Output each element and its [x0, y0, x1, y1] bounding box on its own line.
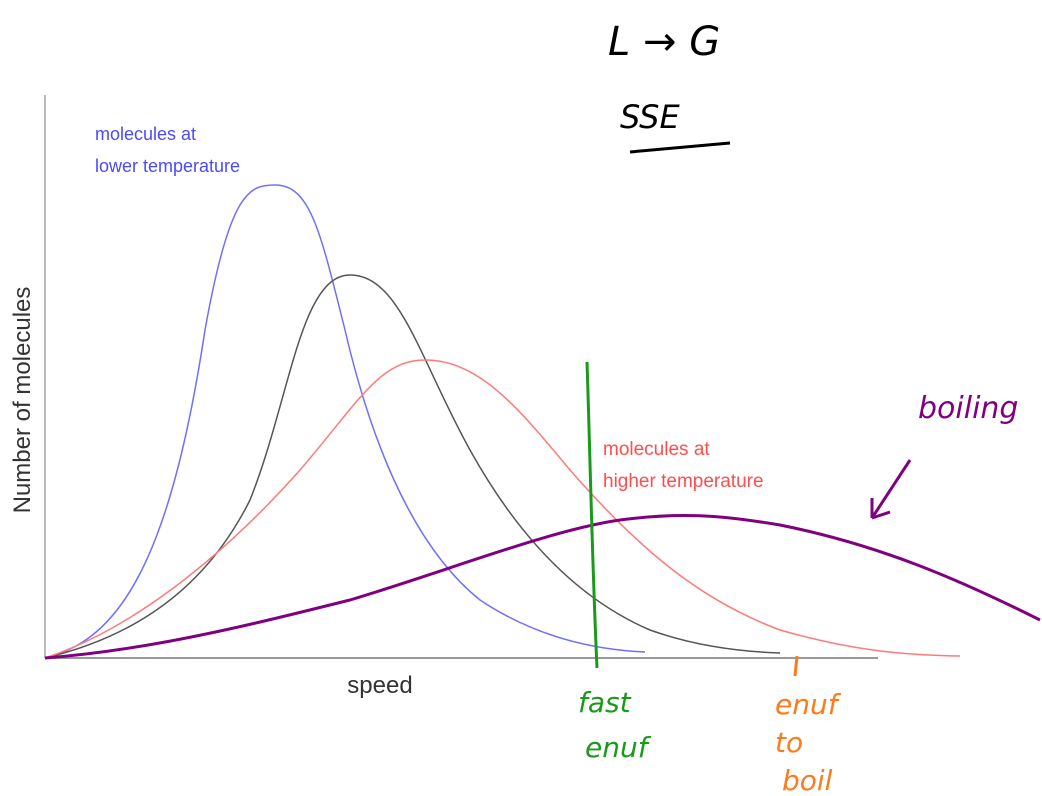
boil-tick [793, 655, 799, 677]
marker-label: fast [578, 686, 632, 719]
boiling-curve [44, 513, 1041, 660]
marker-label: boil [782, 764, 833, 796]
y-axis-label: Number of molecules [9, 287, 36, 514]
curve-label: lower temperature [95, 156, 240, 176]
boiling-label: boiling [918, 391, 1018, 426]
curve-label: higher temperature [603, 471, 764, 492]
note: SSE [620, 98, 680, 136]
boiling-arrow [870, 459, 912, 520]
fast-enough-line [585, 361, 599, 669]
underline [629, 141, 731, 154]
low-temp-curve [44, 184, 646, 659]
marker-label: to [775, 726, 803, 759]
marker-label: enuf [585, 731, 652, 764]
curve-label: molecules at [95, 124, 196, 144]
curve-label: molecules at [603, 439, 710, 460]
mid-temp-curve [44, 274, 781, 659]
high-temp-curve [44, 359, 961, 659]
note: L → G [608, 19, 720, 65]
x-axis-label: speed [347, 672, 412, 699]
marker-label: enuf [775, 688, 842, 721]
